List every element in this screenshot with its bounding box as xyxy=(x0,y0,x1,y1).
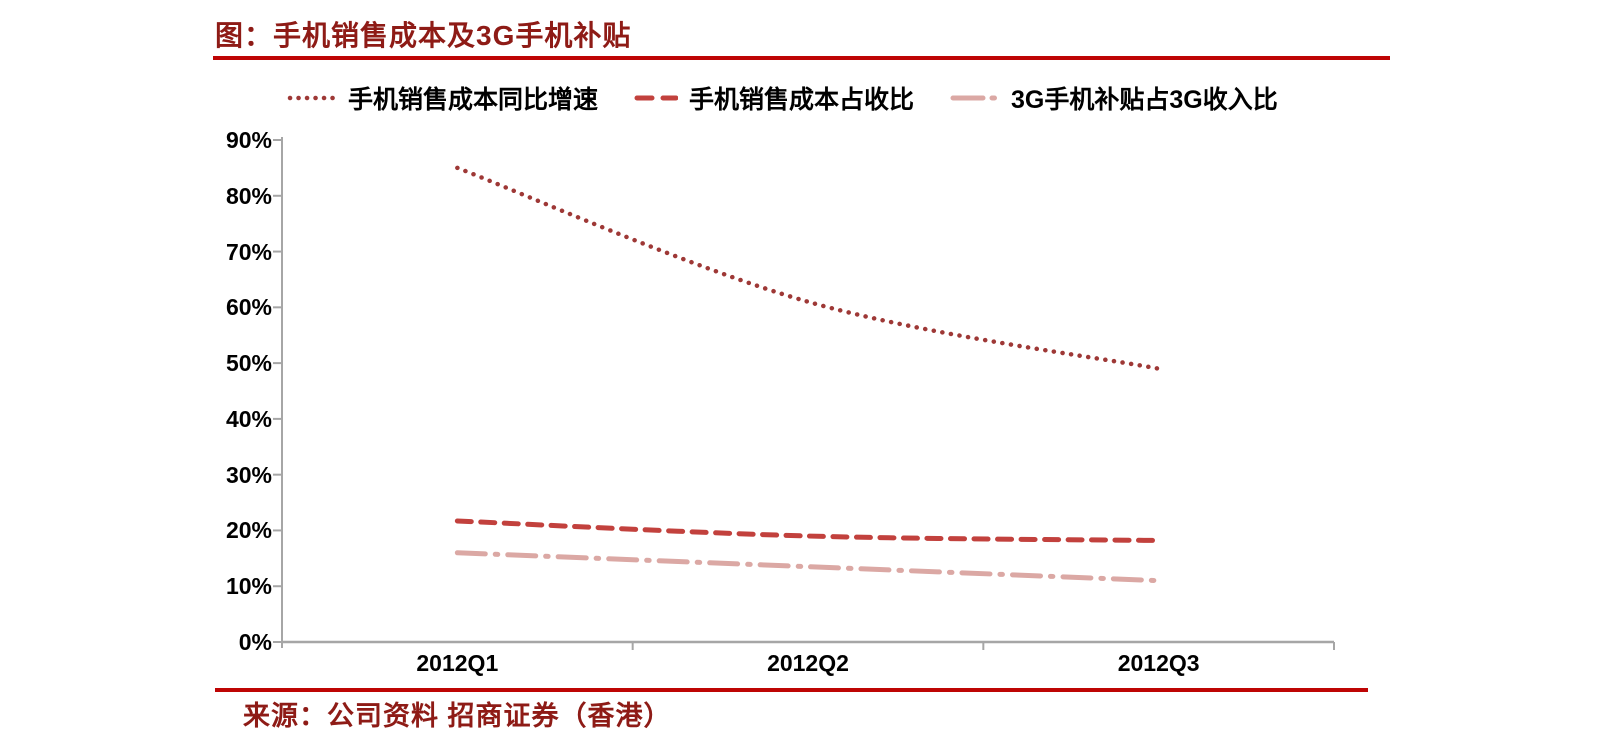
series-line-2 xyxy=(454,550,1162,584)
legend-item-cost-yoy-growth: 手机销售成本同比增速 xyxy=(287,80,598,116)
chart-legend: 手机销售成本同比增速 手机销售成本占收比 3G手机补贴占3G收入比 xyxy=(287,82,1278,114)
x-axis-label: 2012Q2 xyxy=(767,650,849,676)
series-line-1 xyxy=(454,518,1162,543)
footer-divider xyxy=(215,688,1368,692)
y-axis-tick-label: 50% xyxy=(225,350,272,377)
legend-label-cost-to-revenue: 手机销售成本占收比 xyxy=(689,86,915,114)
dotted-line-marker-icon xyxy=(287,95,337,101)
y-axis-tick-label: 60% xyxy=(225,294,272,321)
legend-item-3g-subsidy-ratio: 3G手机补贴占3G收入比 xyxy=(950,80,1278,116)
title-divider xyxy=(213,56,1390,60)
dashed-line-marker-icon xyxy=(634,95,679,101)
legend-label-cost-yoy-growth: 手机销售成本同比增速 xyxy=(348,86,599,114)
legend-item-cost-to-revenue: 手机销售成本占收比 xyxy=(634,80,914,116)
x-axis-label: 2012Q3 xyxy=(1117,650,1200,676)
y-axis-tick-label: 10% xyxy=(225,573,272,600)
source-text: 来源：公司资料 招商证券（香港） xyxy=(243,701,672,731)
y-axis-tick-label: 90% xyxy=(225,127,272,153)
legend-label-3g-subsidy-ratio: 3G手机补贴占3G收入比 xyxy=(1011,86,1278,114)
dashdot-line-marker-icon xyxy=(950,95,1001,101)
x-axis-label: 2012Q1 xyxy=(416,650,499,676)
y-axis-tick-label: 40% xyxy=(225,405,272,432)
chart-title: 图：手机销售成本及3G手机补贴 xyxy=(215,20,632,51)
y-axis-tick-label: 80% xyxy=(225,182,272,209)
y-axis-tick-label: 20% xyxy=(225,517,272,544)
series-line-0 xyxy=(455,165,1161,371)
y-axis-tick-label: 70% xyxy=(225,238,272,265)
y-axis-tick-label: 0% xyxy=(238,629,272,655)
y-axis-tick-label: 30% xyxy=(225,461,272,488)
